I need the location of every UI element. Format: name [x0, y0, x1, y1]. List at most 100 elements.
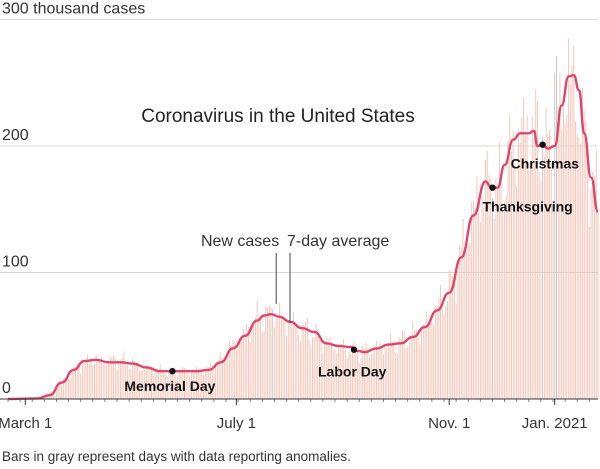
daily-case-bar: [149, 367, 151, 399]
daily-case-bar: [516, 185, 518, 399]
daily-case-bar: [597, 211, 599, 399]
daily-case-bar: [594, 175, 596, 399]
daily-case-bar: [341, 346, 343, 399]
anomaly-bar: [542, 137, 544, 399]
daily-case-bar: [201, 372, 203, 399]
daily-case-bar: [92, 365, 94, 399]
daily-case-bar: [505, 195, 507, 399]
daily-case-bar: [208, 366, 210, 399]
daily-case-bar: [225, 362, 227, 399]
daily-case-bar: [384, 344, 386, 399]
daily-case-bar: [308, 339, 310, 399]
daily-case-bar: [324, 343, 326, 399]
annotation-label: Christmas: [511, 156, 580, 172]
daily-case-bar: [215, 366, 217, 399]
daily-case-bar: [412, 320, 414, 399]
daily-case-bar: [536, 100, 538, 399]
daily-case-bar: [220, 351, 222, 399]
y-tick-label: 300 thousand cases: [2, 1, 145, 18]
daily-case-bar: [68, 378, 70, 399]
daily-case-bar: [54, 389, 56, 399]
daily-case-bar: [102, 364, 104, 399]
daily-case-bar: [223, 357, 225, 399]
daily-case-bar: [147, 366, 149, 399]
daily-case-bar: [370, 354, 372, 399]
daily-case-bar: [434, 305, 436, 399]
daily-case-bar: [171, 368, 173, 399]
daily-case-bar: [519, 142, 521, 399]
daily-case-bar: [312, 337, 313, 399]
daily-case-bar: [504, 201, 506, 399]
daily-case-bar: [189, 375, 191, 399]
daily-case-bar: [353, 340, 355, 399]
annotation-dot: [169, 368, 176, 375]
daily-case-bar: [471, 201, 473, 399]
daily-case-bar: [184, 368, 185, 399]
daily-case-bar: [363, 348, 365, 399]
daily-case-bar: [296, 327, 298, 399]
daily-case-bar: [196, 367, 198, 399]
daily-case-bar: [568, 38, 570, 400]
daily-case-bar: [59, 384, 61, 399]
annotation-dot: [489, 184, 496, 191]
daily-case-bar: [234, 340, 236, 399]
annotation-label: Labor Day: [318, 364, 387, 380]
daily-case-bar: [372, 352, 374, 399]
anomaly-bar: [491, 198, 493, 399]
daily-case-bar: [111, 357, 113, 399]
daily-case-bar: [569, 84, 571, 400]
daily-case-bar: [588, 226, 590, 399]
daily-case-bar: [490, 178, 492, 399]
daily-case-bar: [355, 350, 357, 399]
daily-case-bar: [95, 355, 97, 399]
daily-case-bar: [438, 297, 440, 399]
annotations-group: Memorial Day Labor Day Thanksgiving Christm…: [124, 141, 580, 394]
daily-case-bar: [81, 364, 83, 399]
daily-case-bar: [381, 346, 383, 399]
daily-case-bar: [209, 362, 211, 399]
daily-case-bar: [561, 129, 563, 399]
daily-case-bar: [327, 344, 329, 399]
daily-case-bar: [90, 361, 92, 399]
daily-case-bar: [436, 306, 438, 399]
daily-case-bar: [239, 342, 241, 399]
daily-case-bar: [445, 305, 447, 399]
daily-case-bar: [595, 149, 597, 399]
daily-case-bar: [107, 363, 109, 399]
daily-case-bar: [303, 323, 305, 399]
daily-case-bar: [317, 328, 319, 399]
daily-case-bar: [178, 371, 180, 399]
daily-case-bar: [164, 374, 166, 399]
daily-case-bar: [320, 340, 322, 399]
daily-case-bar: [194, 372, 196, 399]
daily-case-bar: [192, 368, 194, 399]
daily-case-bar: [94, 363, 95, 399]
daily-case-bar: [325, 335, 327, 399]
daily-case-bar: [318, 339, 320, 399]
daily-case-bar: [256, 300, 258, 399]
daily-case-bar: [43, 396, 45, 399]
daily-case-bar: [227, 356, 229, 399]
daily-case-bar: [80, 373, 82, 399]
daily-case-bar: [187, 370, 189, 399]
daily-case-bar: [524, 135, 526, 399]
daily-case-bar: [367, 348, 369, 399]
daily-case-bar: [47, 394, 49, 399]
daily-case-bar: [126, 365, 128, 399]
daily-case-bar: [248, 327, 249, 399]
daily-case-bar: [452, 276, 454, 399]
daily-case-bar: [61, 384, 63, 399]
daily-case-bar: [216, 364, 218, 399]
daily-case-bar: [581, 87, 583, 399]
daily-case-bar: [344, 350, 346, 399]
annotation-dot: [539, 141, 546, 148]
daily-case-bar: [592, 171, 594, 399]
daily-case-bar: [113, 355, 115, 399]
daily-case-bar: [585, 121, 587, 399]
daily-case-bar: [73, 366, 75, 399]
daily-case-bar: [483, 207, 485, 399]
daily-case-bar: [486, 150, 488, 399]
daily-case-bar: [78, 368, 80, 399]
daily-case-bar: [466, 251, 467, 399]
daily-case-bar: [528, 170, 530, 399]
